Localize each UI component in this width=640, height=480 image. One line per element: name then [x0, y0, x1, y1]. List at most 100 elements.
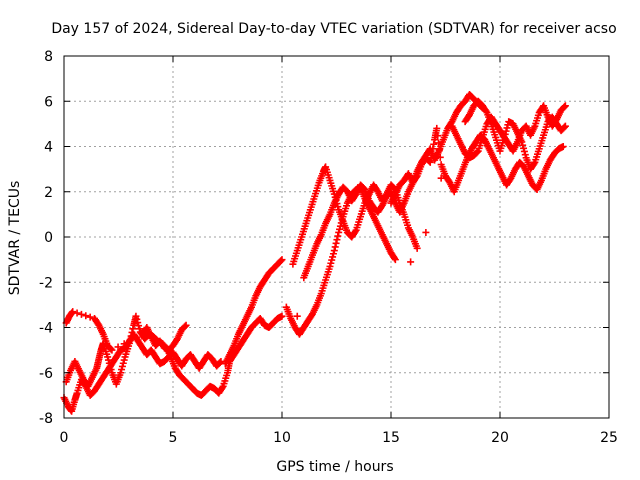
data-point — [132, 312, 140, 320]
data-point — [278, 312, 286, 320]
data-point — [437, 174, 445, 182]
data-point — [329, 253, 337, 261]
y-tick-label: 4 — [44, 140, 53, 156]
data-point — [412, 173, 420, 181]
data-point — [278, 256, 286, 264]
data-point — [407, 258, 415, 266]
data-point — [334, 203, 342, 211]
data-point — [427, 154, 435, 162]
data-point — [277, 257, 285, 265]
data-point — [502, 127, 510, 135]
data-point — [106, 362, 114, 370]
y-tick-label: -6 — [39, 366, 53, 382]
y-tick-label: 6 — [44, 94, 53, 110]
data-point — [334, 232, 342, 240]
data-point — [182, 321, 190, 329]
x-tick-label: 5 — [169, 430, 178, 446]
data-point — [135, 322, 143, 330]
data-point — [107, 366, 115, 374]
data-point — [126, 337, 134, 345]
data-point — [561, 122, 569, 130]
data-point — [433, 124, 441, 132]
data-point — [107, 345, 115, 353]
grid — [64, 56, 609, 418]
data-point — [326, 262, 334, 270]
data-point — [426, 158, 434, 166]
axes: 0 5 10 15 20 25 -8 -6 -4 -2 0 2 4 6 8 — [39, 49, 618, 446]
data-point — [336, 225, 344, 233]
data-point — [482, 107, 490, 115]
y-tick-label: -4 — [39, 321, 53, 337]
data-point — [521, 151, 529, 159]
data-point — [530, 160, 538, 168]
data-point — [428, 149, 436, 157]
data-point — [133, 315, 141, 323]
data-point — [391, 256, 399, 264]
x-tick-label: 25 — [600, 430, 618, 446]
y-tick-label: 2 — [44, 185, 53, 201]
data-point — [335, 228, 343, 236]
data-point — [108, 346, 116, 354]
data-point — [332, 239, 340, 247]
data-point — [436, 153, 444, 161]
data-point — [473, 148, 481, 156]
data-point — [127, 332, 135, 340]
x-axis-label: GPS time / hours — [276, 459, 393, 475]
data-point — [328, 256, 336, 264]
data-point — [132, 333, 140, 341]
y-tick-label: 8 — [44, 49, 53, 65]
chart-title: Day 157 of 2024, Sidereal Day-to-day VTE… — [51, 21, 616, 37]
data-point — [134, 319, 142, 327]
x-tick-label: 15 — [382, 430, 400, 446]
data-point — [117, 369, 125, 377]
data-point — [561, 123, 569, 131]
data-point — [413, 244, 421, 252]
data-point — [120, 356, 128, 364]
data-point — [422, 228, 430, 236]
data-point — [430, 140, 438, 148]
data-point — [425, 157, 433, 165]
data-point — [435, 139, 443, 147]
data-point — [216, 358, 224, 366]
data-point — [119, 359, 127, 367]
data-point — [105, 359, 113, 367]
data-point — [118, 366, 126, 374]
data-point — [104, 353, 112, 361]
data-point — [293, 312, 301, 320]
data-point — [73, 309, 81, 317]
data-point — [331, 243, 339, 251]
y-tick-label: -2 — [39, 275, 53, 291]
data-point — [86, 313, 94, 321]
data-point — [129, 325, 137, 333]
data-point — [330, 247, 338, 255]
data-point — [69, 308, 77, 316]
data-point — [82, 312, 90, 320]
data-point — [327, 259, 335, 267]
x-tick-label: 20 — [491, 430, 509, 446]
data-point — [561, 102, 569, 110]
data-point — [500, 133, 508, 141]
data-point — [519, 141, 527, 149]
data-point — [120, 340, 128, 348]
data-point — [518, 138, 526, 146]
data-point — [351, 228, 359, 236]
data-point — [520, 147, 528, 155]
data-point — [501, 130, 509, 138]
data-point — [520, 144, 528, 152]
y-tick-label: -8 — [39, 411, 53, 427]
data-point — [434, 132, 442, 140]
data-point — [559, 143, 567, 150]
data-point — [104, 356, 112, 364]
x-tick-label: 0 — [60, 430, 69, 446]
data-point — [77, 310, 85, 318]
data-point — [218, 384, 226, 392]
data-point — [118, 362, 126, 370]
data-point — [181, 322, 189, 330]
y-axis-label: SDTVAR / TECUs — [7, 181, 23, 296]
data-points — [60, 90, 569, 415]
data-point — [503, 124, 511, 132]
data-point — [333, 236, 341, 244]
data-point — [135, 325, 143, 333]
data-point — [435, 146, 443, 154]
